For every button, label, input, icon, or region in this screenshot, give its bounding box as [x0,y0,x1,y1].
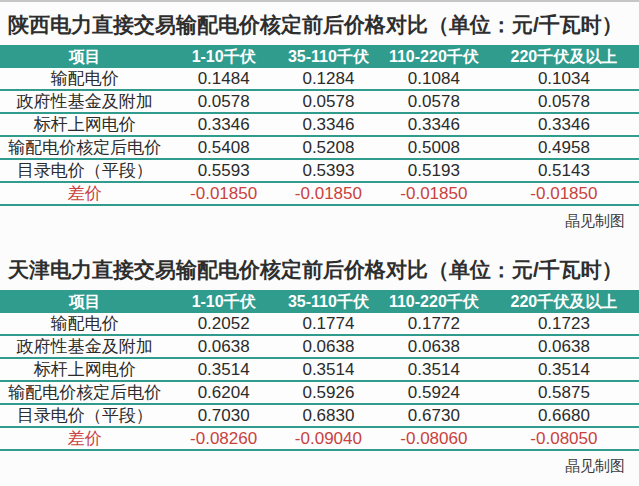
value-cell: 0.0638 [489,335,639,358]
value-cell: 0.1484 [169,68,278,90]
value-cell: -0.01850 [489,182,639,205]
value-cell: -0.08050 [489,427,639,450]
value-cell: 0.3346 [278,113,379,136]
value-cell: 0.0638 [278,335,379,358]
value-cell: 0.3514 [278,358,379,381]
value-cell: 0.5924 [379,381,489,404]
table-row: 目录电价（平段）0.70300.68300.67300.6680 [0,404,639,427]
value-cell: 0.0578 [169,90,278,113]
column-header: 1-10千伏 [169,45,278,68]
value-cell: 0.3514 [489,358,639,381]
table-row: 差价-0.08260-0.09040-0.08060-0.08050 [0,427,639,450]
header-row: 项目1-10千伏35-110千伏110-220千伏220千伏及以上 [0,45,639,68]
table-row: 标杆上网电价0.33460.33460.33460.3346 [0,113,639,136]
row-label: 政府性基金及附加 [0,335,169,358]
row-label: 政府性基金及附加 [0,90,169,113]
value-cell: 0.3346 [169,113,278,136]
value-cell: 0.4958 [489,136,639,159]
value-cell: 0.3514 [379,358,489,381]
value-cell: 0.0578 [278,90,379,113]
value-cell: 0.1284 [278,68,379,90]
value-cell: 0.3514 [169,358,278,381]
table-row: 输配电价核定后电价0.62040.59260.59240.5875 [0,381,639,404]
value-cell: -0.09040 [278,427,379,450]
value-cell: 0.5393 [278,159,379,182]
table-row: 差价-0.01850-0.01850-0.01850-0.01850 [0,182,639,205]
row-label: 标杆上网电价 [0,358,169,381]
value-cell: 0.5926 [278,381,379,404]
column-header: 220千伏及以上 [489,290,639,313]
row-label: 差价 [0,182,169,205]
table-row: 政府性基金及附加0.05780.05780.05780.0578 [0,90,639,113]
value-cell: -0.01850 [379,182,489,205]
shaanxi-price-table-section: 陕西电力直接交易输配电价核定前后价格对比（单位：元/千瓦时） 项目1-10千伏3… [0,11,639,230]
row-label: 输配电价 [0,313,169,335]
value-cell: 0.3346 [379,113,489,136]
table-row: 政府性基金及附加0.06380.06380.06380.0638 [0,335,639,358]
value-cell: -0.08060 [379,427,489,450]
table-body: 输配电价0.14840.12840.10840.1034政府性基金及附加0.05… [0,68,639,205]
column-header: 35-110千伏 [278,290,379,313]
row-label: 差价 [0,427,169,450]
value-cell: -0.01850 [278,182,379,205]
header-row: 项目1-10千伏35-110千伏110-220千伏220千伏及以上 [0,290,639,313]
table-row: 输配电价0.20520.17740.17720.1723 [0,313,639,335]
column-header: 项目 [0,290,169,313]
value-cell: 0.2052 [169,313,278,335]
value-cell: 0.3346 [489,113,639,136]
row-label: 输配电价核定后电价 [0,136,169,159]
row-label: 输配电价核定后电价 [0,381,169,404]
value-cell: 0.6680 [489,404,639,427]
table-title-tianjin: 天津电力直接交易输配电价核定前后价格对比（单位：元/千瓦时） [8,256,635,283]
price-comparison-table-tianjin: 项目1-10千伏35-110千伏110-220千伏220千伏及以上 输配电价0.… [0,290,639,451]
value-cell: 0.5408 [169,136,278,159]
value-cell: 0.5875 [489,381,639,404]
row-label: 标杆上网电价 [0,113,169,136]
credit-label: 晶见制图 [0,451,639,475]
value-cell: 0.0578 [379,90,489,113]
row-label: 目录电价（平段） [0,159,169,182]
value-cell: 0.5008 [379,136,489,159]
value-cell: 0.6730 [379,404,489,427]
table-row: 输配电价核定后电价0.54080.52080.50080.4958 [0,136,639,159]
credit-label: 晶见制图 [0,206,639,230]
value-cell: 0.5143 [489,159,639,182]
value-cell: 0.5193 [379,159,489,182]
row-label: 目录电价（平段） [0,404,169,427]
value-cell: -0.08260 [169,427,278,450]
tianjin-price-table-section: 天津电力直接交易输配电价核定前后价格对比（单位：元/千瓦时） 项目1-10千伏3… [0,256,639,475]
value-cell: 0.0638 [379,335,489,358]
table-row: 输配电价0.14840.12840.10840.1034 [0,68,639,90]
column-header: 项目 [0,45,169,68]
value-cell: 0.1084 [379,68,489,90]
column-header: 35-110千伏 [278,45,379,68]
column-header: 220千伏及以上 [489,45,639,68]
value-cell: 0.1723 [489,313,639,335]
value-cell: 0.0638 [169,335,278,358]
value-cell: 0.5593 [169,159,278,182]
row-label: 输配电价 [0,68,169,90]
table-body: 输配电价0.20520.17740.17720.1723政府性基金及附加0.06… [0,313,639,450]
table-header: 项目1-10千伏35-110千伏110-220千伏220千伏及以上 [0,290,639,313]
value-cell: 0.6830 [278,404,379,427]
column-header: 110-220千伏 [379,45,489,68]
value-cell: 0.0578 [489,90,639,113]
value-cell: -0.01850 [169,182,278,205]
table-row: 标杆上网电价0.35140.35140.35140.3514 [0,358,639,381]
table-header: 项目1-10千伏35-110千伏110-220千伏220千伏及以上 [0,45,639,68]
value-cell: 0.6204 [169,381,278,404]
value-cell: 0.1774 [278,313,379,335]
column-header: 1-10千伏 [169,290,278,313]
price-comparison-table-shaanxi: 项目1-10千伏35-110千伏110-220千伏220千伏及以上 输配电价0.… [0,45,639,206]
column-header: 110-220千伏 [379,290,489,313]
value-cell: 0.5208 [278,136,379,159]
page: { "colors": { "teal_header": "#2f9c8e", … [0,0,639,486]
value-cell: 0.1034 [489,68,639,90]
value-cell: 0.7030 [169,404,278,427]
table-title-shaanxi: 陕西电力直接交易输配电价核定前后价格对比（单位：元/千瓦时） [8,11,635,38]
table-row: 目录电价（平段）0.55930.53930.51930.5143 [0,159,639,182]
value-cell: 0.1772 [379,313,489,335]
